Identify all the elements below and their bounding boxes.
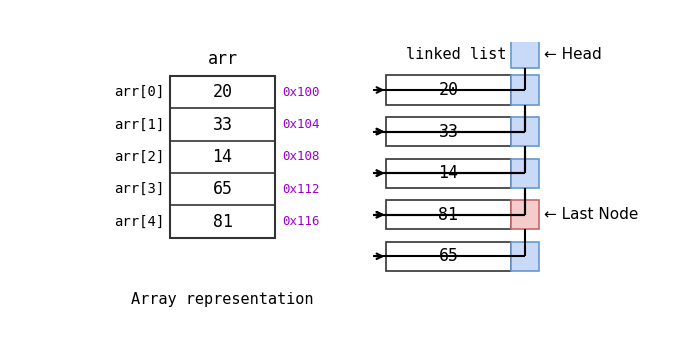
FancyBboxPatch shape <box>170 76 275 238</box>
Text: 0x104: 0x104 <box>283 118 320 131</box>
FancyBboxPatch shape <box>511 242 539 271</box>
FancyBboxPatch shape <box>511 41 539 68</box>
FancyBboxPatch shape <box>511 200 539 230</box>
Text: Array representation: Array representation <box>131 292 313 307</box>
Text: 65: 65 <box>439 247 458 265</box>
Text: ← Last Node: ← Last Node <box>544 207 638 222</box>
FancyBboxPatch shape <box>386 200 511 230</box>
FancyBboxPatch shape <box>511 117 539 146</box>
Text: 81: 81 <box>213 213 233 231</box>
FancyBboxPatch shape <box>386 117 511 146</box>
Text: arr[4]: arr[4] <box>114 215 164 229</box>
FancyBboxPatch shape <box>386 242 511 271</box>
Text: 0x112: 0x112 <box>283 183 320 196</box>
Text: 0x108: 0x108 <box>283 150 320 163</box>
Text: ← Head: ← Head <box>544 47 602 62</box>
Text: 20: 20 <box>213 83 233 101</box>
FancyBboxPatch shape <box>511 75 539 105</box>
Text: 14: 14 <box>213 148 233 166</box>
FancyBboxPatch shape <box>511 158 539 188</box>
Text: 14: 14 <box>439 164 458 182</box>
FancyBboxPatch shape <box>386 158 511 188</box>
Text: 0x100: 0x100 <box>283 86 320 99</box>
Text: arr[2]: arr[2] <box>114 150 164 164</box>
Text: 65: 65 <box>213 180 233 198</box>
Text: 33: 33 <box>213 115 233 134</box>
Text: 20: 20 <box>439 81 458 99</box>
Text: arr[1]: arr[1] <box>114 118 164 132</box>
Text: 0x116: 0x116 <box>283 215 320 228</box>
Text: 33: 33 <box>439 122 458 140</box>
Text: arr: arr <box>207 50 237 68</box>
Text: arr[3]: arr[3] <box>114 182 164 196</box>
Text: arr[0]: arr[0] <box>114 85 164 99</box>
FancyBboxPatch shape <box>386 75 511 105</box>
Text: 81: 81 <box>439 206 458 224</box>
Text: linked list: linked list <box>406 47 507 62</box>
